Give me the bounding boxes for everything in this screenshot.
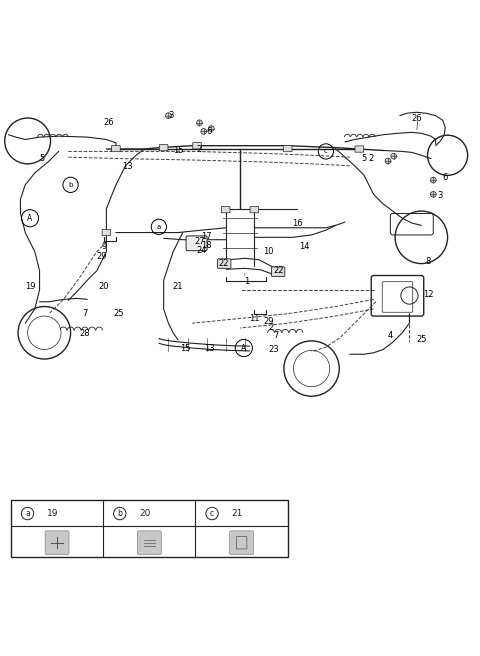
Circle shape	[197, 120, 202, 126]
FancyBboxPatch shape	[193, 142, 201, 149]
Text: 8: 8	[426, 256, 431, 266]
Text: 28: 28	[80, 329, 90, 338]
Text: 5: 5	[39, 154, 45, 163]
Text: 6: 6	[443, 173, 448, 182]
Text: 20: 20	[99, 281, 109, 291]
Text: 10: 10	[264, 247, 274, 256]
Text: b: b	[118, 509, 122, 518]
Text: 14: 14	[299, 242, 310, 251]
Text: 7: 7	[273, 331, 278, 340]
Text: 19: 19	[25, 281, 35, 291]
Text: 22: 22	[273, 266, 283, 276]
FancyBboxPatch shape	[272, 267, 285, 276]
Text: 15: 15	[180, 344, 191, 352]
FancyBboxPatch shape	[283, 146, 292, 152]
FancyBboxPatch shape	[159, 144, 168, 151]
Text: 4: 4	[388, 331, 393, 340]
Text: 9: 9	[101, 242, 107, 251]
Text: 13: 13	[204, 344, 214, 352]
Text: 15: 15	[173, 146, 183, 155]
Circle shape	[208, 126, 214, 131]
FancyBboxPatch shape	[221, 207, 230, 213]
FancyBboxPatch shape	[250, 207, 259, 213]
Text: c: c	[324, 148, 328, 154]
Text: 3: 3	[168, 111, 173, 120]
FancyBboxPatch shape	[11, 500, 288, 557]
FancyBboxPatch shape	[102, 230, 111, 236]
FancyBboxPatch shape	[112, 146, 120, 152]
Text: 26: 26	[104, 118, 114, 127]
Text: 2: 2	[197, 144, 202, 154]
Text: 27: 27	[194, 237, 205, 245]
Text: 16: 16	[292, 220, 302, 228]
Circle shape	[431, 177, 436, 183]
Text: A: A	[27, 214, 33, 223]
FancyBboxPatch shape	[229, 531, 253, 555]
Text: 11: 11	[249, 314, 260, 323]
Text: 3: 3	[438, 191, 443, 200]
FancyBboxPatch shape	[217, 259, 231, 268]
Text: 23: 23	[268, 345, 279, 354]
Text: 1: 1	[244, 277, 250, 286]
Circle shape	[166, 113, 171, 119]
FancyBboxPatch shape	[186, 236, 207, 251]
Text: 2: 2	[369, 154, 374, 163]
Text: 29: 29	[264, 318, 274, 326]
Text: 21: 21	[173, 281, 183, 291]
Text: 6: 6	[206, 127, 212, 136]
Text: 5: 5	[361, 154, 367, 163]
Text: a: a	[25, 509, 30, 518]
Text: A: A	[241, 344, 246, 352]
Text: 17: 17	[201, 232, 212, 241]
FancyBboxPatch shape	[355, 146, 364, 152]
Text: b: b	[68, 182, 73, 188]
Text: 26: 26	[411, 113, 422, 123]
Text: 21: 21	[231, 509, 242, 518]
Circle shape	[391, 154, 396, 159]
Text: 25: 25	[416, 335, 427, 344]
Text: 19: 19	[47, 509, 58, 518]
Text: 12: 12	[423, 290, 434, 299]
Text: 18: 18	[201, 241, 212, 251]
Text: c: c	[210, 509, 214, 518]
Text: 2: 2	[268, 323, 274, 333]
Text: a: a	[157, 224, 161, 230]
Circle shape	[201, 129, 206, 134]
Text: 7: 7	[82, 309, 87, 318]
Circle shape	[385, 158, 391, 164]
Text: 25: 25	[113, 309, 123, 318]
FancyBboxPatch shape	[137, 531, 161, 555]
Text: 22: 22	[218, 259, 228, 268]
Text: 13: 13	[122, 162, 133, 171]
Text: 29: 29	[96, 252, 107, 261]
Text: 20: 20	[139, 509, 150, 518]
Circle shape	[431, 192, 436, 197]
Text: 24: 24	[197, 246, 207, 255]
FancyBboxPatch shape	[45, 531, 69, 555]
